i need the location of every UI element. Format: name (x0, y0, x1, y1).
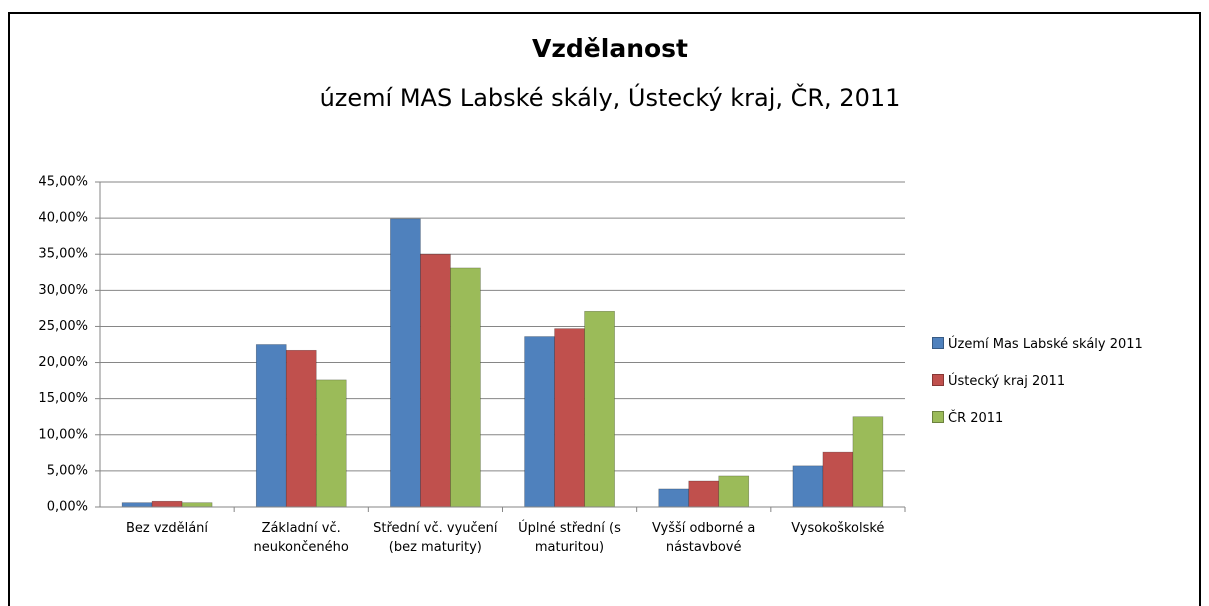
x-tick-label: Bez vzdělání (125, 521, 209, 536)
x-tick-label: Základní vč. neukončeného (253, 521, 349, 555)
chart-subtitle: území MAS Labské skály, Ústecký kraj, ČR… (319, 84, 901, 112)
y-tick-label: 25,00% (38, 319, 88, 334)
chart-title: Vzdělanost (532, 34, 688, 63)
bar (390, 218, 421, 508)
bar (718, 475, 750, 508)
bar (688, 480, 720, 508)
legend-item: Ústecký kraj 2011 (932, 374, 1065, 389)
bar (181, 502, 213, 508)
bar (584, 310, 615, 508)
bar (151, 500, 183, 508)
bar (121, 502, 153, 508)
y-tick-label: 0,00% (47, 500, 88, 515)
chart-frame (8, 12, 1201, 606)
x-tick-label: Úplné střední (s maturitou) (518, 521, 621, 555)
legend-swatch (932, 337, 944, 349)
y-tick-label: 35,00% (38, 247, 88, 262)
bar (822, 451, 854, 508)
x-tick-label: Vyšší odborné a nástavbové (651, 521, 756, 555)
y-tick-label: 20,00% (38, 355, 88, 370)
legend-label: Ústecký kraj 2011 (948, 374, 1066, 389)
legend-label: ČR 2011 (948, 411, 1004, 426)
bar (420, 253, 451, 508)
legend-swatch (932, 374, 944, 386)
legend-label: Území Mas Labské skály 2011 (948, 337, 1143, 352)
bar (524, 336, 555, 508)
bar (554, 328, 585, 508)
bar (285, 349, 317, 508)
y-tick-label: 45,00% (38, 175, 88, 190)
x-tick-label: Střední vč. vyučení (bez maturity) (373, 521, 498, 555)
bar (658, 488, 690, 508)
bar (852, 416, 884, 508)
legend-item: Území Mas Labské skály 2011 (932, 337, 1143, 352)
legend-swatch (932, 411, 944, 423)
legend-item: ČR 2011 (932, 411, 1003, 426)
bar (255, 344, 287, 508)
y-tick-label: 40,00% (38, 211, 88, 226)
y-tick-label: 15,00% (38, 391, 88, 406)
y-tick-label: 10,00% (38, 427, 88, 442)
y-tick-label: 30,00% (38, 283, 88, 298)
y-tick-label: 5,00% (47, 463, 88, 478)
bar (315, 379, 347, 508)
x-tick-label: Vysokoškolské (791, 521, 885, 536)
bar (792, 465, 824, 508)
bar (450, 267, 481, 508)
